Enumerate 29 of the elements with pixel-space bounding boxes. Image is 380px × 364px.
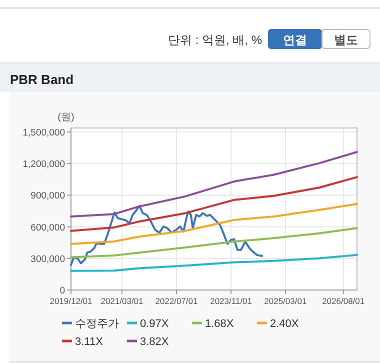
line-series [70,202,358,245]
x-tick-label: 2023/11/01 [210,296,252,306]
y-tick-label: 600,000 [30,222,65,234]
chart-title: PBR Band [10,72,74,87]
legend-label: 0.97X [140,318,170,330]
y-tick-label: 900,000 [30,190,65,202]
legend-label: 3.11X [75,336,104,348]
y-tick-label: 300,000 [30,254,65,265]
x-tick-label: 2021/03/01 [100,296,144,306]
text: 단위 : 억원, 배, % [168,33,262,47]
x-tick-label: 2019/12/01 [50,296,93,306]
y-tick-label: 0 [60,286,65,296]
legend-label: 1.68X [205,318,234,330]
line-series [70,176,358,232]
text: 연결 [283,33,307,47]
legend-label: 3.82X [140,336,170,348]
y-tick-label: 1,200,000 [22,159,65,170]
x-tick-label: 2025/03/01 [264,296,307,306]
y-tick-label: 1,500,000 [22,128,65,138]
line-series [70,204,264,266]
line-series [70,227,358,258]
legend-label: 2.40X [270,318,300,330]
text: 별도 [334,33,358,47]
line-series [70,254,358,272]
x-tick-label: 2022/07/01 [155,296,198,306]
y-axis-title: (원) [58,112,74,123]
legend-label: 수정주가 [75,318,119,330]
x-tick-label: 2026/08/01 [322,296,365,306]
line-series [70,151,358,218]
